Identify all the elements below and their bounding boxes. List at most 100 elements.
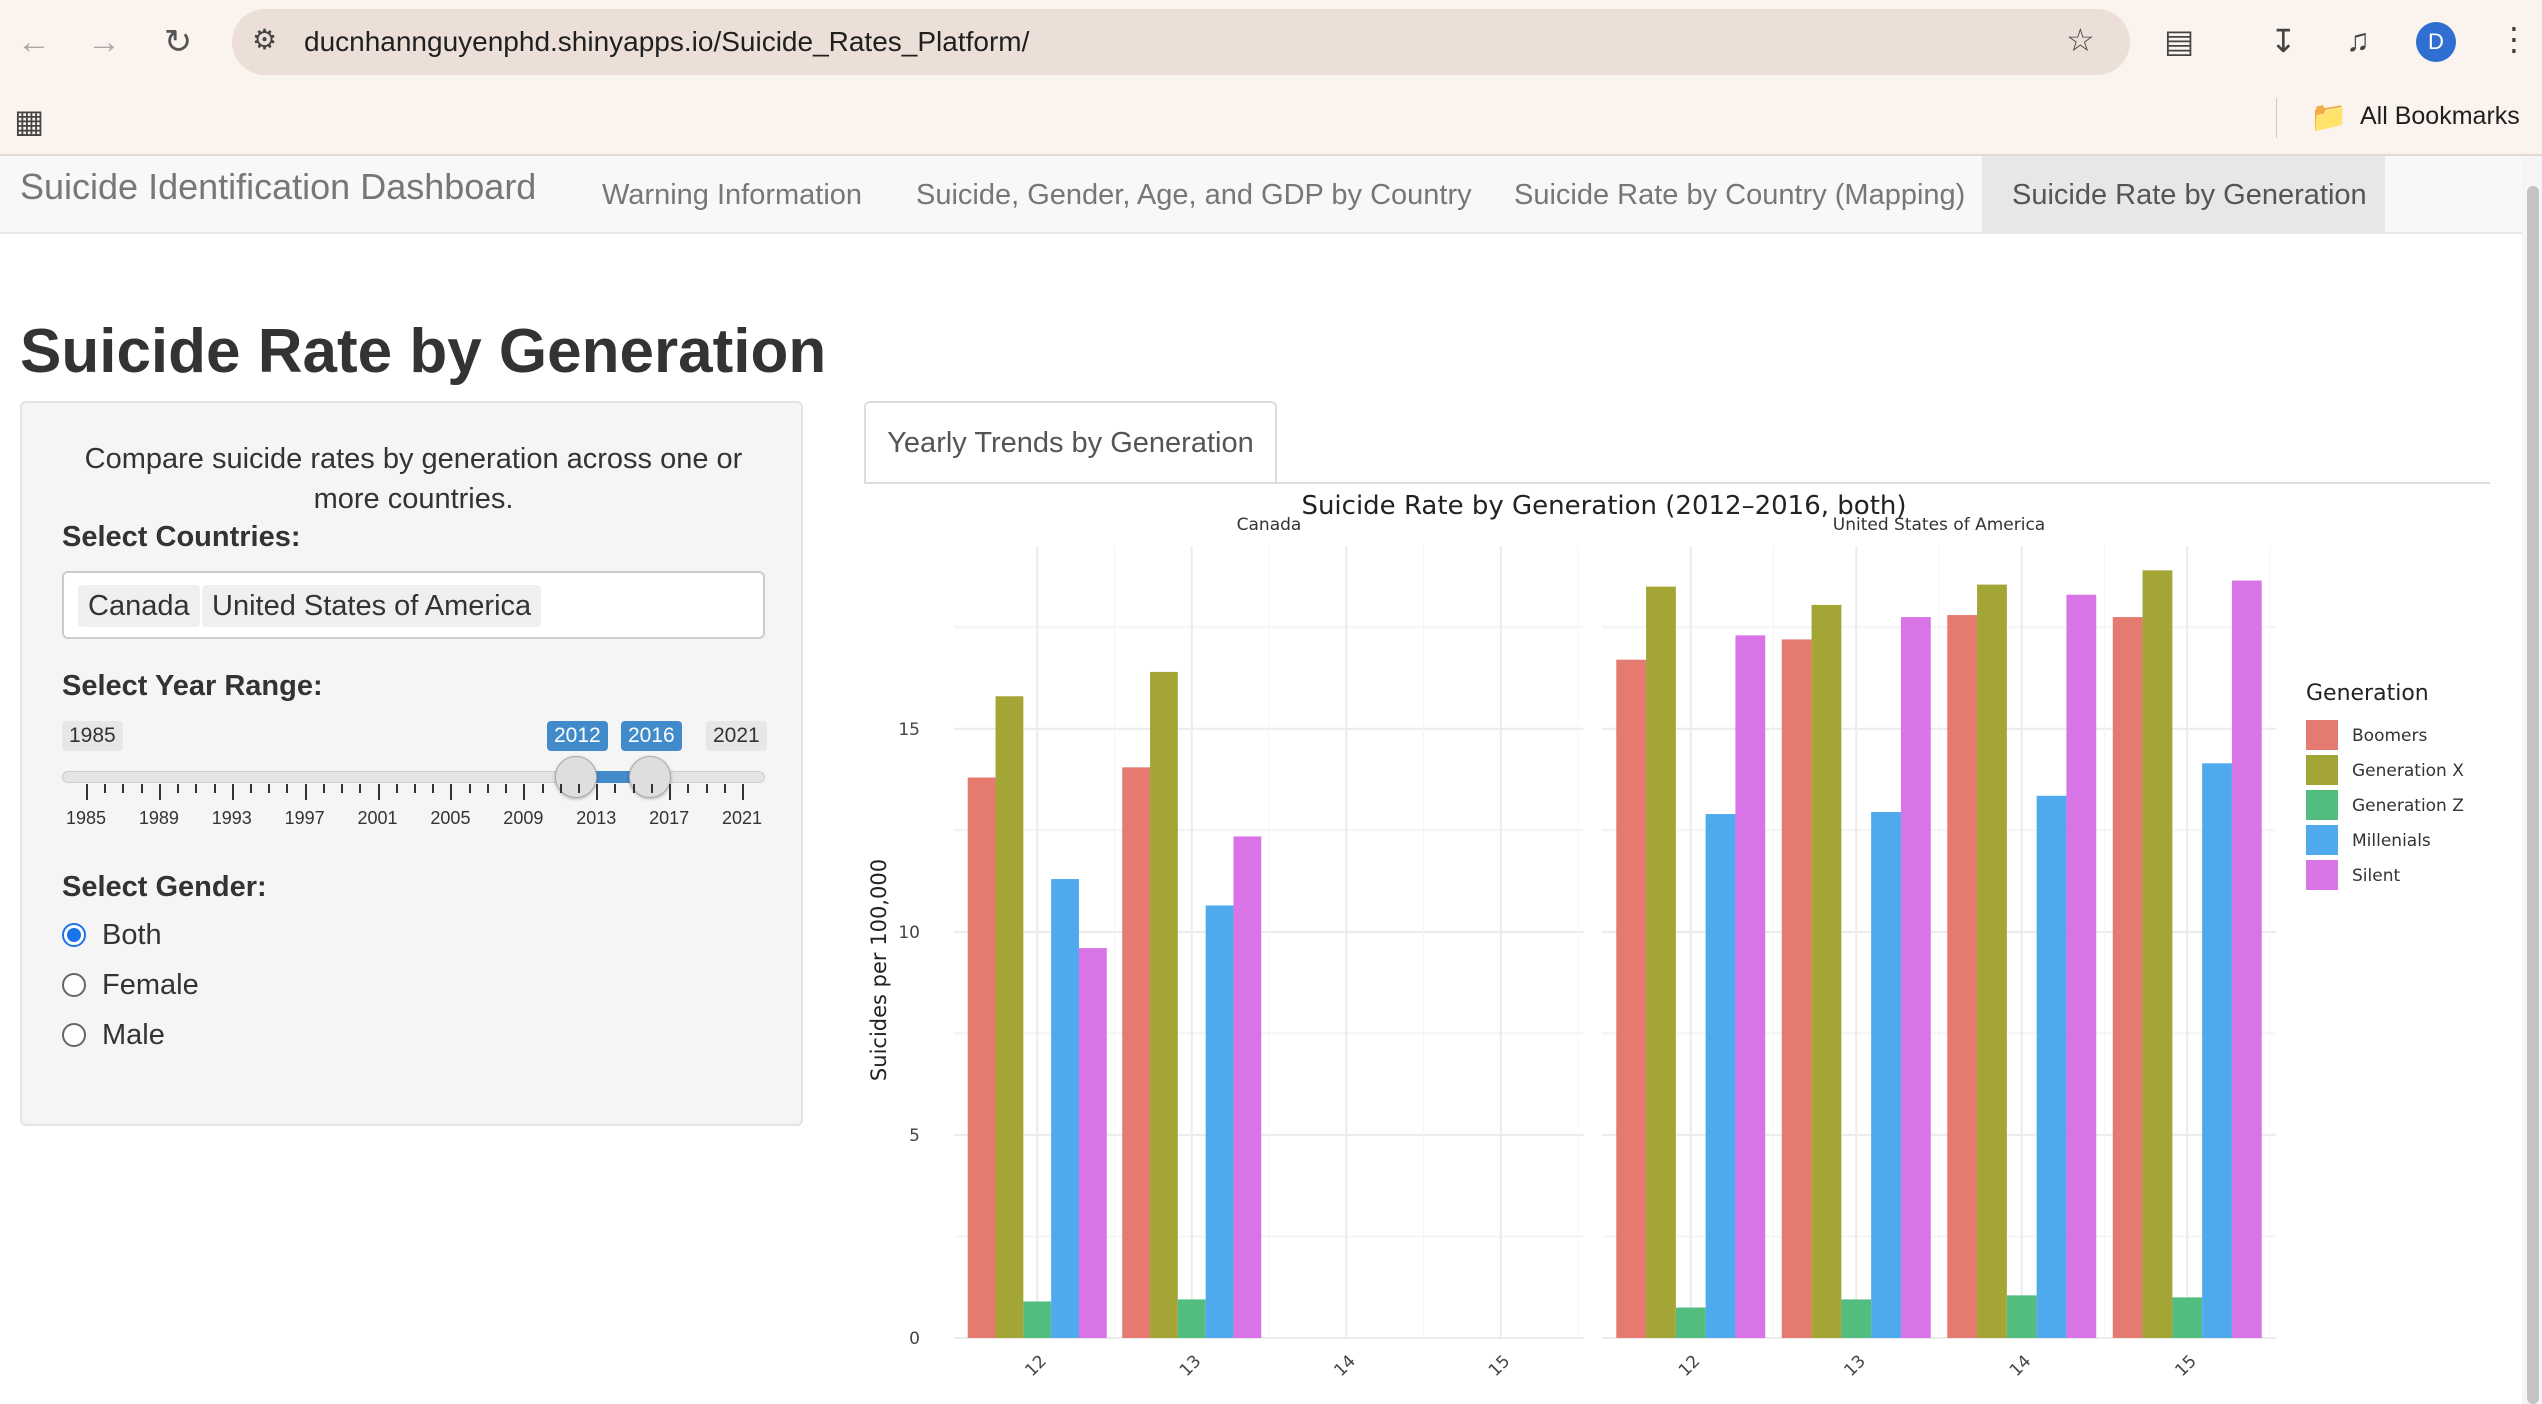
bar-silent <box>1078 948 1107 1338</box>
legend-swatch <box>2306 755 2338 785</box>
profile-avatar[interactable]: D <box>2416 22 2456 62</box>
slider-tick-label: 1989 <box>138 808 179 828</box>
bar-millenials <box>1705 814 1736 1338</box>
navbar: Suicide Identification Dashboard Warning… <box>0 156 2522 234</box>
bar-generation-x <box>1811 604 1842 1338</box>
scrollbar[interactable] <box>2522 156 2542 1404</box>
slider-tick-label: 2005 <box>430 808 471 828</box>
year-range-label: Select Year Range: <box>62 670 323 702</box>
legend-label: Boomers <box>2352 726 2427 746</box>
menu-icon[interactable]: ⋮ <box>2498 21 2530 57</box>
y-tick-label: 5 <box>909 1126 920 1146</box>
radio-label: Male <box>102 1018 165 1051</box>
bar-silent <box>1900 617 1931 1338</box>
x-tick-label: 12 <box>1021 1351 1050 1380</box>
gender-radio-male[interactable]: Male <box>62 1015 165 1055</box>
country-chip[interactable]: Canada <box>78 585 200 627</box>
gender-label: Select Gender: <box>62 871 267 903</box>
bar-generation-x <box>1150 671 1178 1338</box>
bar-boomers <box>1122 767 1151 1338</box>
slider-tick <box>341 784 344 793</box>
radio-button[interactable] <box>62 923 86 947</box>
scrollbar-thumb[interactable] <box>2527 186 2539 1404</box>
reload-icon[interactable]: ↻ <box>163 23 193 61</box>
slider-tick <box>650 784 653 793</box>
tab-rate-by-generation[interactable]: Suicide Rate by Generation <box>1982 156 2385 234</box>
countries-select[interactable]: Canada United States of America <box>62 571 765 639</box>
slider-tick <box>86 784 88 800</box>
download-icon[interactable]: ↧ <box>2270 23 2297 59</box>
generation-bar-chart: Suicide Rate by Generation (2012–2016, b… <box>867 491 2464 1381</box>
slider-tick <box>359 784 362 793</box>
slider-tick <box>322 784 325 793</box>
back-icon[interactable]: ← <box>17 22 51 61</box>
legend-label: Millenials <box>2352 831 2431 851</box>
bookmarks-bar: ▦ 📁 All Bookmarks <box>0 84 2542 156</box>
bar-silent <box>2231 580 2262 1338</box>
year-slider-to-handle[interactable] <box>629 756 671 798</box>
chart-title: Suicide Rate by Generation (2012–2016, b… <box>1301 491 1906 521</box>
slider-tick <box>140 784 143 793</box>
slider-tick <box>596 784 599 800</box>
bar-generation-z <box>1841 1299 1872 1338</box>
y-tick-label: 10 <box>898 923 920 943</box>
sidebar-panel: Compare suicide rates by generation acro… <box>20 401 803 1126</box>
bar-silent <box>1735 635 1766 1338</box>
bar-boomers <box>2112 617 2143 1338</box>
tab-warning-information[interactable]: Warning Information <box>602 178 863 211</box>
legend-swatch <box>2306 825 2338 855</box>
slider-tick <box>286 784 289 793</box>
bar-generation-z <box>1023 1301 1052 1338</box>
gender-radio-both[interactable]: Both <box>62 915 162 955</box>
x-tick-label: 13 <box>1176 1351 1205 1380</box>
radio-button[interactable] <box>62 1023 86 1047</box>
tab-gender-age-gdp[interactable]: Suicide, Gender, Age, and GDP by Country <box>916 178 1472 211</box>
slider-tick <box>432 784 435 793</box>
slider-max-label: 2021 <box>706 721 767 751</box>
radio-label: Both <box>102 918 162 951</box>
media-icon[interactable]: ♫ <box>2346 22 2370 58</box>
y-axis-label: Suicides per 100,000 <box>867 859 891 1081</box>
country-chip[interactable]: United States of America <box>202 585 542 627</box>
navbar-brand[interactable]: Suicide Identification Dashboard <box>20 166 537 207</box>
bar-millenials <box>2036 795 2067 1338</box>
slider-tick <box>213 784 216 793</box>
bar-millenials <box>1205 905 1234 1338</box>
slider-tick <box>632 784 635 793</box>
bar-boomers <box>1616 659 1647 1338</box>
x-tick-label: 14 <box>2006 1351 2035 1380</box>
slider-tick <box>158 784 161 800</box>
x-tick-label: 15 <box>2171 1351 2200 1380</box>
url-text[interactable]: ducnhannguyenphd.shinyapps.io/Suicide_Ra… <box>304 26 1030 57</box>
bar-generation-x <box>1646 586 1676 1338</box>
forward-icon[interactable]: → <box>87 22 121 61</box>
countries-label: Select Countries: <box>62 521 301 553</box>
x-tick-label: 14 <box>1330 1351 1359 1380</box>
bar-generation-z <box>1675 1307 1706 1338</box>
slider-from-label: 2012 <box>547 721 608 751</box>
apps-grid-icon[interactable]: ▦ <box>14 103 45 139</box>
all-bookmarks-button[interactable]: All Bookmarks <box>2360 102 2520 130</box>
bar-generation-z <box>2006 1295 2037 1338</box>
slider-tick <box>231 784 234 800</box>
page-title: Suicide Rate by Generation <box>20 317 827 386</box>
tab-underline <box>864 482 2490 484</box>
search-tabs-icon[interactable]: ▤ <box>2164 23 2195 59</box>
tab-country-mapping[interactable]: Suicide Rate by Country (Mapping) <box>1514 178 1966 211</box>
sidebar-description: Compare suicide rates by generation acro… <box>84 443 743 515</box>
tab-yearly-trends[interactable]: Yearly Trends by Generation <box>864 401 1277 483</box>
legend-label: Generation Z <box>2352 796 2464 816</box>
site-settings-icon[interactable]: ⚙ <box>252 24 278 55</box>
slider-min-label: 1985 <box>62 721 123 751</box>
slider-tick <box>250 784 252 793</box>
slider-tick <box>395 784 398 793</box>
y-tick-label: 0 <box>909 1329 920 1349</box>
slider-tick-label: 2013 <box>576 808 617 828</box>
address-bar[interactable]: ⚙ ducnhannguyenphd.shinyapps.io/Suicide_… <box>232 9 2130 75</box>
year-slider-from-handle[interactable] <box>555 756 597 798</box>
slider-tick <box>742 784 744 800</box>
slider-tick <box>195 784 198 793</box>
gender-radio-female[interactable]: Female <box>62 965 199 1005</box>
bookmark-star-icon[interactable]: ☆ <box>2066 22 2095 58</box>
radio-button[interactable] <box>62 973 86 997</box>
